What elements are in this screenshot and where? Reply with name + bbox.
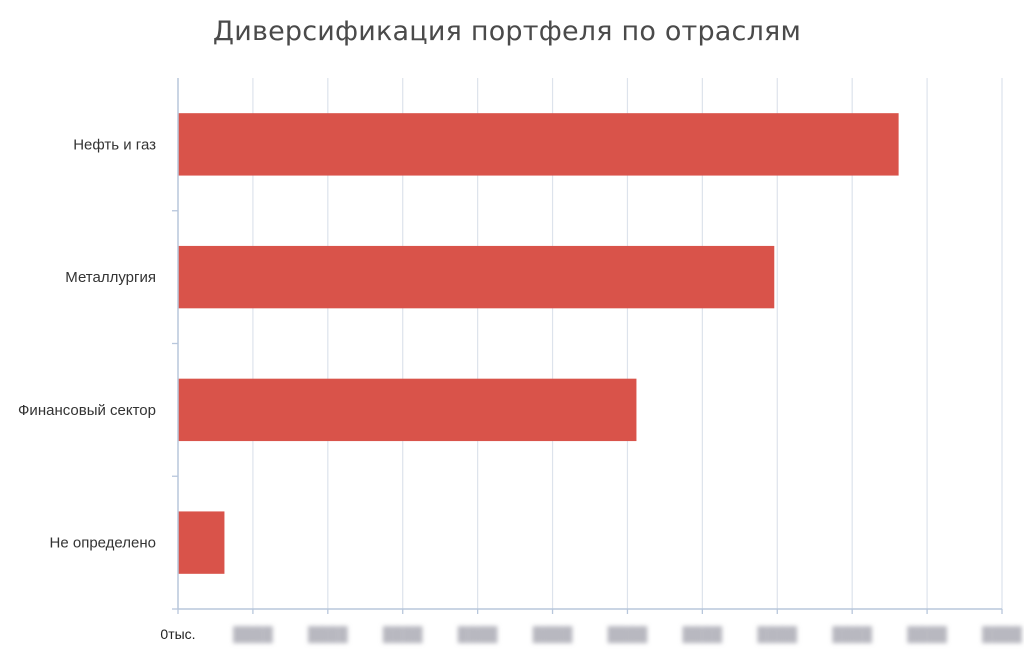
category-label: Нефть и газ <box>73 136 156 153</box>
category-label: Металлургия <box>65 269 156 286</box>
x-tick-label: ████ <box>458 626 498 644</box>
x-tick-label: ████ <box>683 626 723 644</box>
category-label: Не определено <box>50 535 156 552</box>
x-tick-label: ████ <box>308 626 348 644</box>
chart-title: Диверсификация портфеля по отраслям <box>212 16 802 47</box>
x-tick-label: 0тыс. <box>160 626 195 642</box>
bar-3 <box>178 511 225 574</box>
x-tick-label: ████ <box>383 626 423 644</box>
bar-2 <box>178 378 637 442</box>
category-label: Финансовый сектор <box>18 402 156 419</box>
bar-1 <box>178 245 775 309</box>
axes <box>172 78 1003 614</box>
x-tick-label: ████ <box>982 626 1022 644</box>
x-tick-label: ████ <box>233 626 273 644</box>
x-tick-label: ████ <box>907 626 947 644</box>
bar-0 <box>178 113 899 176</box>
x-tick-label: ████ <box>757 626 797 644</box>
bars <box>178 113 899 574</box>
x-tick-label: ████ <box>608 626 648 644</box>
x-tick-label: ████ <box>533 626 573 644</box>
labels: 0тыс. ████ ████ ████ ████ ████ ████ ████ ████ ███… <box>18 136 1022 644</box>
x-tick-label: ████ <box>832 626 872 644</box>
